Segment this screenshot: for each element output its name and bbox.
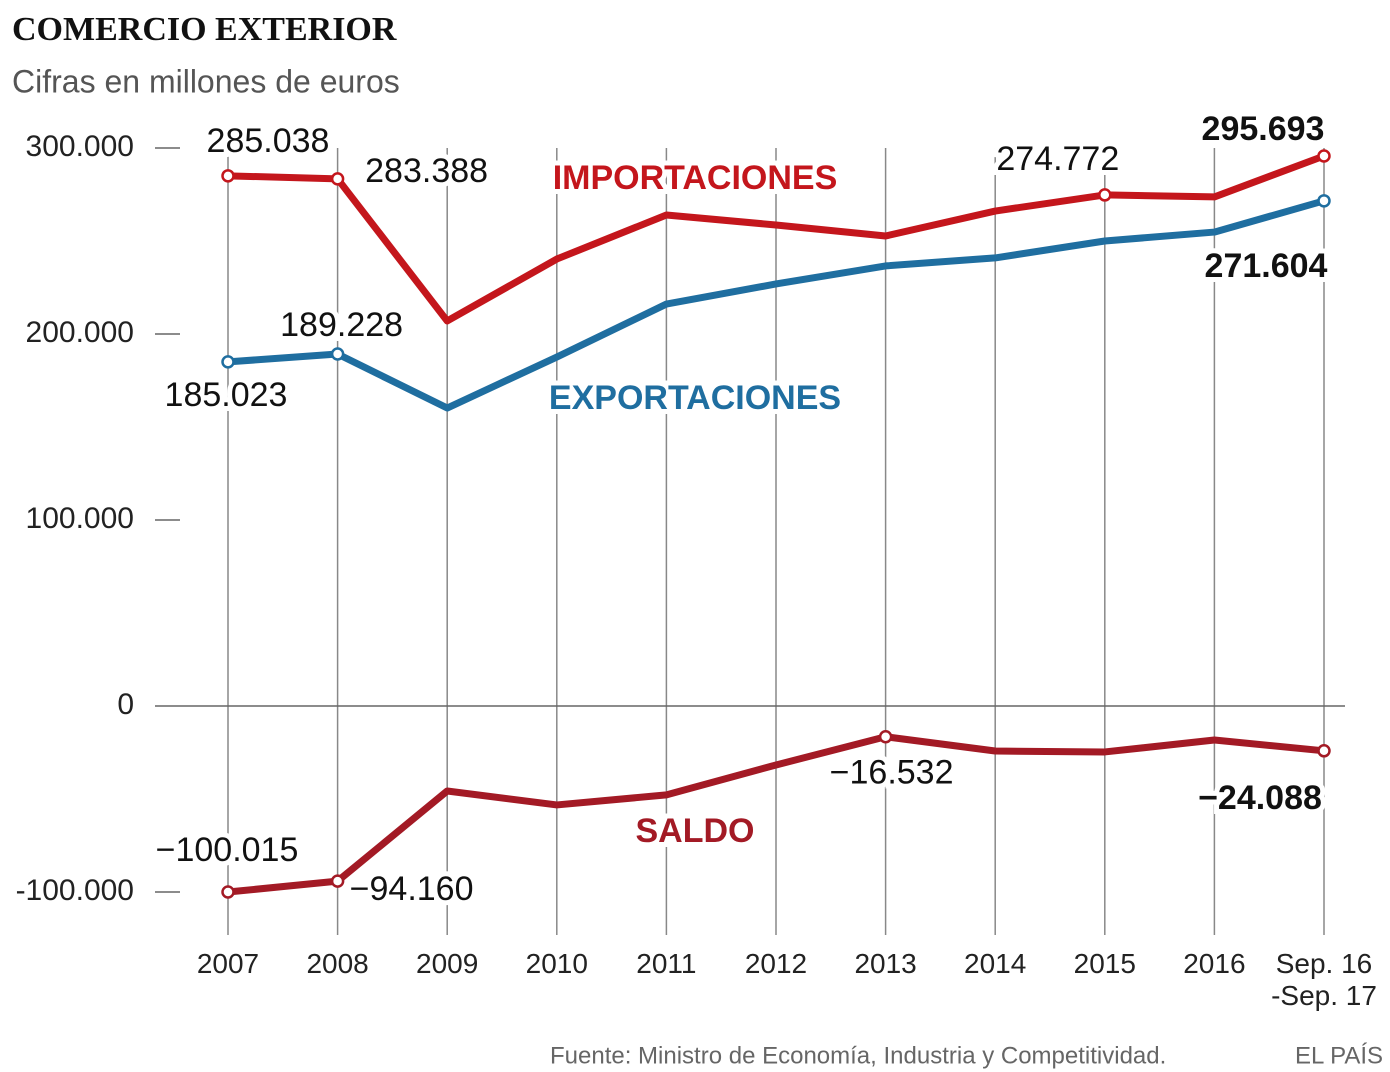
point bbox=[878, 729, 893, 744]
point bbox=[221, 355, 235, 369]
series-label: EXPORTACIONES bbox=[549, 379, 841, 417]
x-tick-label: 2009 bbox=[416, 948, 479, 979]
data-label: 189.228 bbox=[280, 306, 403, 344]
data-label: 283.388 bbox=[365, 152, 488, 190]
point bbox=[330, 874, 345, 888]
x-tick-label: 2014 bbox=[964, 948, 1027, 979]
point bbox=[1317, 194, 1331, 208]
series-label: IMPORTACIONES bbox=[553, 159, 838, 197]
x-tick-label: 2010 bbox=[525, 948, 588, 979]
data-label: −94.160 bbox=[350, 870, 474, 908]
point bbox=[330, 172, 345, 186]
point bbox=[221, 885, 235, 899]
data-label: 295.693 bbox=[1202, 110, 1325, 148]
x-tick-label: 2011 bbox=[636, 948, 697, 979]
series-line bbox=[227, 197, 1325, 412]
point bbox=[1098, 188, 1112, 202]
x-tick-label: 2012 bbox=[744, 948, 808, 979]
point bbox=[221, 169, 235, 183]
point bbox=[1317, 149, 1331, 163]
y-tick-label: 100.000 bbox=[26, 502, 134, 535]
series-label: SALDO bbox=[636, 812, 755, 850]
data-label: −24.088 bbox=[1198, 779, 1322, 817]
x-tick-label: 2016 bbox=[1183, 948, 1246, 979]
x-tick-label: Sep. 16 -Sep. 17 bbox=[1271, 948, 1377, 1011]
x-tick-label: 2015 bbox=[1073, 948, 1136, 979]
y-tick-label: 0 bbox=[117, 688, 134, 721]
series-line bbox=[227, 152, 1326, 325]
data-label: 271.604 bbox=[1205, 247, 1328, 285]
source: Fuente: Ministro de Economía, Industria … bbox=[550, 1042, 1166, 1069]
x-tick-label: 2008 bbox=[306, 948, 369, 979]
chart-subtitle: Cifras en millones de euros bbox=[12, 63, 400, 99]
credit: EL PAÍS bbox=[1295, 1042, 1383, 1069]
data-label: 185.023 bbox=[165, 376, 288, 414]
data-label: −16.532 bbox=[830, 754, 954, 792]
series-line bbox=[227, 733, 1325, 896]
data-label: 285.038 bbox=[207, 122, 330, 160]
point bbox=[1317, 744, 1331, 758]
y-tick-label: 300.000 bbox=[26, 130, 134, 163]
data-label: −100.015 bbox=[156, 831, 299, 869]
point bbox=[330, 347, 345, 361]
x-tick-label: 2007 bbox=[196, 948, 260, 979]
x-tick-label: 2013 bbox=[854, 948, 917, 979]
data-label: 274.772 bbox=[996, 140, 1119, 178]
chart-title: COMERCIO EXTERIOR bbox=[12, 11, 397, 48]
y-tick-label: 200.000 bbox=[26, 316, 134, 349]
y-tick-label: -100.000 bbox=[16, 874, 134, 907]
